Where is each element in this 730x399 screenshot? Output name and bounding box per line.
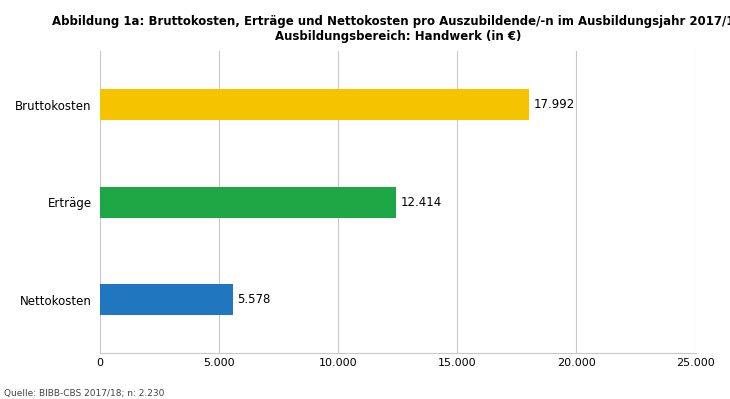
Text: 5.578: 5.578	[237, 293, 271, 306]
Text: 12.414: 12.414	[401, 196, 442, 209]
Text: 17.992: 17.992	[534, 98, 575, 111]
Bar	[100, 284, 233, 315]
Bar	[100, 187, 396, 218]
Title: Abbildung 1a: Bruttokosten, Erträge und Nettokosten pro Auszubildende/-n im Ausb: Abbildung 1a: Bruttokosten, Erträge und …	[53, 15, 730, 43]
Bar	[100, 89, 529, 120]
Text: Quelle: BIBB-CBS 2017/18; n: 2.230: Quelle: BIBB-CBS 2017/18; n: 2.230	[4, 389, 164, 398]
